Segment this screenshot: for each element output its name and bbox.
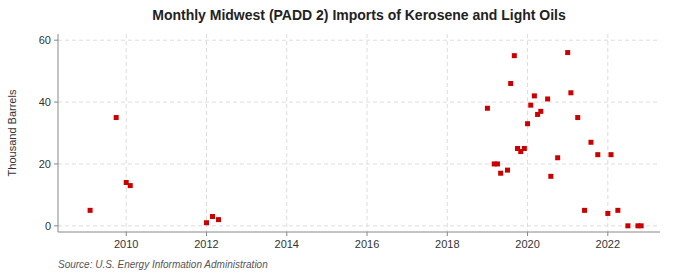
point (114, 115, 119, 120)
source-note: Source: U.S. Energy Information Administ… (58, 259, 268, 270)
grid-line-x (286, 34, 287, 232)
point (88, 208, 93, 213)
grid-line-x (447, 34, 448, 232)
chart: 2010 2012 2014 2016 2018 2020 2022 0 20 40 60 Month… (0, 0, 675, 275)
grid-line-x (607, 34, 608, 232)
y-axis-label: Thousand Barrels (6, 89, 18, 176)
grid-line-x (206, 34, 207, 232)
grid-line-x (367, 34, 368, 232)
x-tick-label: 2020 (515, 238, 539, 250)
point (498, 171, 503, 176)
x-tick (126, 232, 127, 236)
y-tick (54, 102, 58, 103)
x-tick (286, 232, 287, 236)
point (128, 183, 133, 188)
point (565, 50, 570, 55)
point (588, 140, 593, 145)
grid-line-x (527, 34, 528, 232)
x-tick (607, 232, 608, 236)
point (508, 81, 513, 86)
x-tick (447, 232, 448, 236)
y-tick (54, 40, 58, 41)
point (615, 208, 620, 213)
point (605, 211, 610, 216)
point (512, 53, 517, 58)
point (216, 217, 221, 222)
x-tick-label: 2010 (114, 238, 138, 250)
point (485, 106, 490, 111)
point (525, 121, 530, 126)
point (532, 93, 537, 98)
point (538, 109, 543, 114)
axes: 2010 2012 2014 2016 2018 2020 2022 0 20 40 60 (39, 34, 620, 250)
x-tick-label: 2018 (435, 238, 459, 250)
point (568, 90, 573, 95)
point (582, 208, 587, 213)
point (625, 223, 630, 228)
grid-line-y (58, 40, 660, 41)
x-tick-label: 2016 (355, 238, 379, 250)
y-tick-label: 0 (45, 220, 51, 232)
x-tick (527, 232, 528, 236)
grid (58, 34, 660, 232)
point (609, 152, 614, 157)
title: Monthly Midwest (PADD 2) Imports of Kero… (152, 7, 566, 23)
y-tick (54, 225, 58, 226)
point (528, 103, 533, 108)
grid-line-y (58, 225, 660, 226)
point (639, 223, 644, 228)
point (495, 161, 500, 166)
y-tick-label: 20 (39, 158, 51, 170)
point (545, 96, 550, 101)
point (575, 115, 580, 120)
x-axis-line (58, 232, 660, 233)
grid-line-y (58, 163, 660, 164)
grid-line-y (58, 102, 660, 103)
point (505, 168, 510, 173)
y-axis-line (58, 34, 59, 232)
x-tick (206, 232, 207, 236)
point (522, 146, 527, 151)
x-tick-label: 2022 (596, 238, 620, 250)
grid-line-x (126, 34, 127, 232)
point (555, 155, 560, 160)
point (548, 174, 553, 179)
y-tick-label: 60 (39, 34, 51, 46)
x-tick-label: 2014 (275, 238, 299, 250)
y-tick-label: 40 (39, 96, 51, 108)
x-tick-label: 2012 (194, 238, 218, 250)
y-tick (54, 163, 58, 164)
point (204, 220, 209, 225)
x-tick (367, 232, 368, 236)
point (210, 214, 215, 219)
points (88, 50, 644, 228)
point (595, 152, 600, 157)
